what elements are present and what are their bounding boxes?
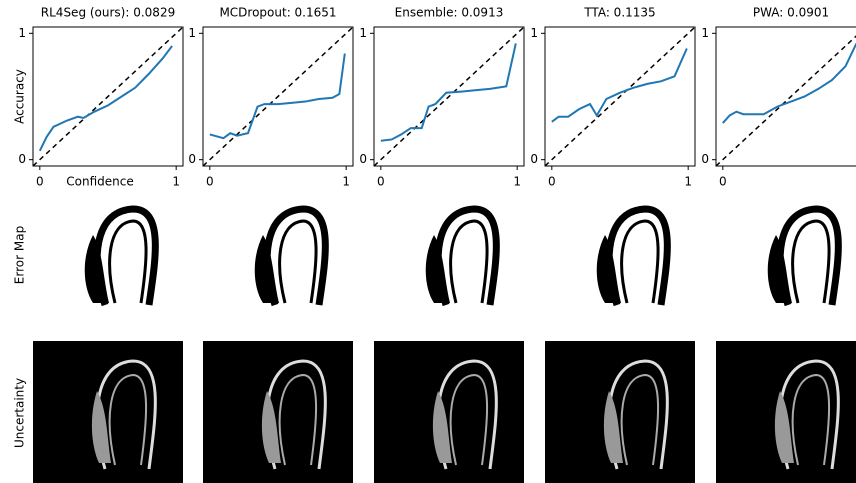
plot-frame (715, 26, 856, 167)
y-tick-label: 1 (359, 26, 367, 40)
plot-frame (544, 26, 696, 167)
chart-title: PWA: 0.0901 (753, 6, 829, 20)
x-tick-label: 0 (36, 175, 44, 189)
x-tick-label: 1 (342, 175, 350, 189)
chart-title: MCDropout: 0.1651 (219, 6, 336, 20)
reference-diagonal (373, 26, 525, 167)
x-tick-label: 1 (513, 175, 521, 189)
x-tick-label: 0 (548, 175, 556, 189)
row-label: Error Map (13, 226, 27, 284)
x-tick-label: 0 (206, 175, 214, 189)
line (209, 53, 346, 140)
image-row-error (85, 209, 839, 305)
row-label: Uncertainty (13, 378, 27, 448)
image-row-uncertainty (33, 341, 856, 483)
y-axis-label: Accuracy (13, 69, 27, 124)
line (722, 42, 856, 124)
reference-diagonal (202, 26, 354, 167)
line (551, 48, 688, 123)
reference-diagonal (715, 35, 856, 167)
y-tick-label: 1 (188, 26, 196, 40)
plot-frame (32, 26, 184, 167)
y-tick-label: 0 (359, 152, 367, 166)
y-tick-label: 0 (530, 152, 538, 166)
line (380, 43, 517, 142)
x-axis-label: Confidence (66, 175, 133, 189)
x-tick-label: 1 (172, 175, 180, 189)
chart-title: RL4Seg (ours): 0.0829 (41, 6, 175, 20)
reference-diagonal (544, 26, 696, 167)
y-tick-label: 1 (701, 26, 709, 40)
plot-frame (202, 26, 354, 167)
y-tick-label: 1 (530, 26, 538, 40)
chart-title: TTA: 0.1135 (583, 6, 655, 20)
plot-frame (373, 26, 525, 167)
y-tick-label: 0 (701, 152, 709, 166)
y-tick-label: 1 (18, 26, 26, 40)
x-tick-label: 1 (684, 175, 692, 189)
line (38, 45, 173, 152)
reference-diagonal (32, 26, 184, 167)
x-tick-label: 0 (377, 175, 385, 189)
x-tick-label: 0 (719, 175, 727, 189)
chart-title: Ensemble: 0.0913 (395, 6, 504, 20)
y-tick-label: 0 (18, 152, 26, 166)
y-tick-label: 0 (188, 152, 196, 166)
